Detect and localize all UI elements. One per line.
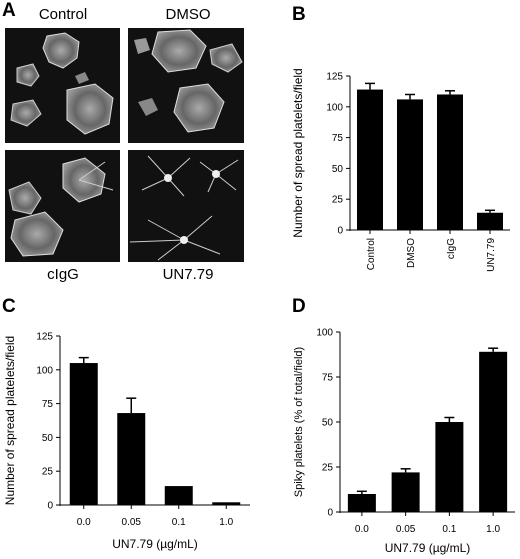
chart-b-x-tick-label: cIgG [446, 238, 457, 259]
chart-c-x-tick-label: 1.0 [219, 517, 233, 528]
chart-b-x-tick-label: UN7.79 [486, 238, 497, 272]
panel-label-a: A [2, 0, 16, 21]
chart-c-x-tick-label: 0.0 [77, 517, 91, 528]
chart-b-bar [437, 94, 463, 230]
chart-d-y-tick-label: 75 [322, 373, 334, 384]
chart-d-x-tick-label: 0.1 [442, 524, 456, 535]
chart-c-x-tick-label: 0.05 [122, 517, 142, 528]
chart-c-x-tick-label: 0.1 [172, 517, 186, 528]
chart-c-y-tick-label: 0 [47, 501, 53, 512]
chart-c-y-tick-label: 125 [36, 332, 53, 343]
chart-b-y-tick-label: 0 [337, 226, 343, 237]
chart-c-y-tick-label: 25 [42, 467, 54, 478]
chart-d-x-tick-label: 0.05 [396, 524, 416, 535]
chart-d-y-axis-title: Spiky platelets (% of total/field) [293, 347, 305, 497]
chart-b-y-tick-label: 100 [326, 102, 343, 113]
chart-d-x-tick-label: 0.0 [355, 524, 369, 535]
chart-c-y-tick-label: 100 [36, 365, 53, 376]
chart-d-x-axis-title: UN7.79 (µg/mL) [385, 541, 471, 555]
chart-d-y-tick-label: 25 [322, 463, 334, 474]
micrograph-label-dmso: DMSO [165, 6, 211, 23]
chart-b-y-tick-label: 75 [332, 133, 344, 144]
chart-c-bar [117, 413, 146, 505]
chart-b-bar [477, 212, 503, 230]
micrograph-cigg [5, 150, 120, 262]
chart-d-y-tick-label: 100 [316, 328, 333, 339]
chart-d-bar [347, 494, 376, 512]
chart-c-y-axis-title: Number of spread platelets/field [3, 336, 17, 505]
chart-b-y-tick-label: 125 [326, 72, 343, 83]
chart-b-y-tick-label: 25 [332, 195, 344, 206]
panel-label-b: B [292, 4, 306, 25]
chart-d-bar [479, 351, 508, 512]
micrograph-label-control: Control [38, 6, 88, 23]
chart-c-bar [212, 502, 241, 505]
chart-d-bar [391, 472, 420, 512]
chart-c-x-axis-title: UN7.79 (µg/mL) [112, 537, 198, 551]
chart-d-y-tick-label: 0 [327, 508, 333, 519]
chart-c-y-tick-label: 75 [42, 399, 54, 410]
chart-b-y-axis-title: Number of spread platelets/field [291, 68, 305, 237]
chart-b-bar [397, 99, 423, 231]
micrograph-label-cigg: cIgG [47, 266, 79, 283]
chart-d-y-tick-label: 50 [322, 418, 334, 429]
micrograph-dmso [128, 28, 244, 143]
chart-d-bar [435, 422, 464, 512]
chart-b-y-tick-label: 50 [332, 164, 344, 175]
micrograph-label-un779: UN7.79 [162, 266, 214, 283]
chart-c-bar [69, 363, 98, 505]
micrograph-control [5, 28, 120, 143]
panel-label-d: D [292, 296, 306, 317]
panel-label-c: C [2, 296, 16, 317]
chart-d-x-tick-label: 1.0 [486, 524, 500, 535]
chart-c-y-tick-label: 50 [42, 433, 54, 444]
chart-b-x-tick-label: Control [366, 238, 377, 270]
chart-c-bar [164, 486, 193, 505]
micrograph-un779 [128, 150, 244, 262]
chart-b-bar [357, 89, 383, 230]
chart-b-x-tick-label: DMSO [406, 238, 417, 268]
